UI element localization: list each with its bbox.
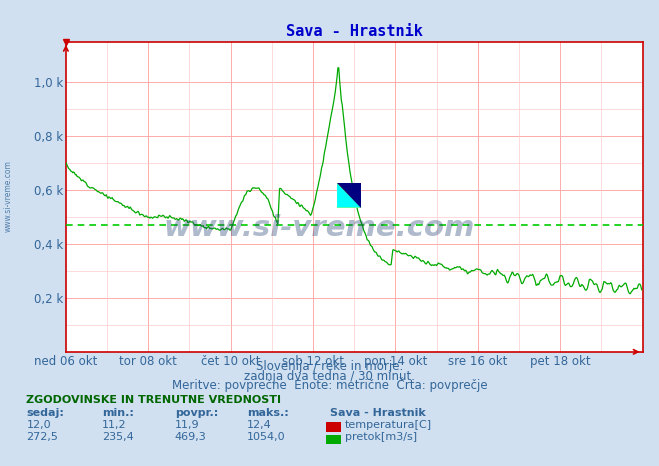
Text: zadnja dva tedna / 30 minut.: zadnja dva tedna / 30 minut. bbox=[244, 370, 415, 383]
Text: temperatura[C]: temperatura[C] bbox=[345, 420, 432, 430]
Polygon shape bbox=[337, 184, 361, 208]
Text: 272,5: 272,5 bbox=[26, 432, 58, 442]
Polygon shape bbox=[337, 184, 361, 208]
Text: Meritve: povprečne  Enote: metrične  Črta: povprečje: Meritve: povprečne Enote: metrične Črta:… bbox=[172, 377, 487, 392]
Text: 1054,0: 1054,0 bbox=[247, 432, 286, 442]
Text: 469,3: 469,3 bbox=[175, 432, 206, 442]
Text: ZGODOVINSKE IN TRENUTNE VREDNOSTI: ZGODOVINSKE IN TRENUTNE VREDNOSTI bbox=[26, 395, 281, 405]
Text: Slovenija / reke in morje.: Slovenija / reke in morje. bbox=[256, 361, 403, 373]
Text: 12,4: 12,4 bbox=[247, 420, 272, 430]
Text: 12,0: 12,0 bbox=[26, 420, 51, 430]
Bar bbox=[337, 184, 361, 208]
Text: www.si-vreme.com: www.si-vreme.com bbox=[4, 160, 13, 232]
Text: Sava - Hrastnik: Sava - Hrastnik bbox=[330, 408, 425, 418]
Text: 11,9: 11,9 bbox=[175, 420, 199, 430]
Title: Sava - Hrastnik: Sava - Hrastnik bbox=[286, 24, 422, 40]
Text: 235,4: 235,4 bbox=[102, 432, 134, 442]
Text: maks.:: maks.: bbox=[247, 408, 289, 418]
Text: www.si-vreme.com: www.si-vreme.com bbox=[164, 214, 475, 242]
Text: min.:: min.: bbox=[102, 408, 134, 418]
Text: povpr.:: povpr.: bbox=[175, 408, 218, 418]
Text: 11,2: 11,2 bbox=[102, 420, 127, 430]
Text: pretok[m3/s]: pretok[m3/s] bbox=[345, 432, 416, 442]
Text: sedaj:: sedaj: bbox=[26, 408, 64, 418]
